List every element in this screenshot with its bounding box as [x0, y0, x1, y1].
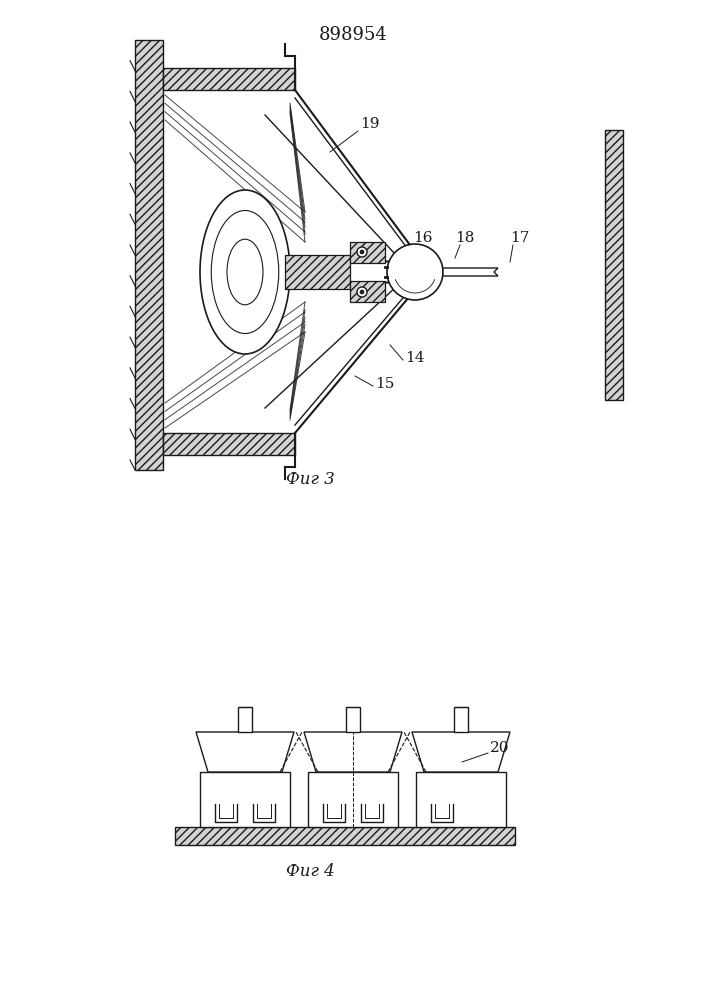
- Circle shape: [360, 250, 364, 254]
- Text: Фиг 4: Фиг 4: [286, 863, 334, 880]
- Polygon shape: [308, 772, 398, 827]
- Polygon shape: [163, 433, 295, 455]
- Polygon shape: [350, 281, 385, 302]
- Ellipse shape: [200, 190, 290, 354]
- Text: 17: 17: [510, 231, 530, 245]
- Text: 20: 20: [490, 741, 510, 755]
- Text: 15: 15: [375, 377, 395, 391]
- Polygon shape: [346, 707, 360, 732]
- Polygon shape: [285, 255, 350, 289]
- Circle shape: [357, 247, 367, 257]
- Circle shape: [387, 244, 443, 300]
- Polygon shape: [163, 68, 295, 90]
- Text: 16: 16: [413, 231, 433, 245]
- Polygon shape: [454, 707, 468, 732]
- Ellipse shape: [227, 239, 263, 305]
- Polygon shape: [238, 707, 252, 732]
- Text: 898954: 898954: [319, 26, 387, 44]
- Polygon shape: [416, 772, 506, 827]
- Polygon shape: [200, 772, 290, 827]
- Text: Фиг 3: Фиг 3: [286, 472, 334, 488]
- Text: 19: 19: [360, 117, 380, 131]
- Polygon shape: [175, 827, 515, 845]
- Polygon shape: [304, 732, 402, 772]
- Circle shape: [360, 290, 364, 294]
- Polygon shape: [135, 40, 163, 470]
- Polygon shape: [443, 268, 498, 276]
- Text: 14: 14: [405, 351, 424, 365]
- Polygon shape: [405, 258, 427, 286]
- Polygon shape: [196, 732, 294, 772]
- Polygon shape: [605, 130, 623, 400]
- Text: 18: 18: [455, 231, 474, 245]
- Circle shape: [357, 287, 367, 297]
- Ellipse shape: [211, 211, 279, 334]
- Polygon shape: [350, 242, 385, 263]
- Polygon shape: [412, 732, 510, 772]
